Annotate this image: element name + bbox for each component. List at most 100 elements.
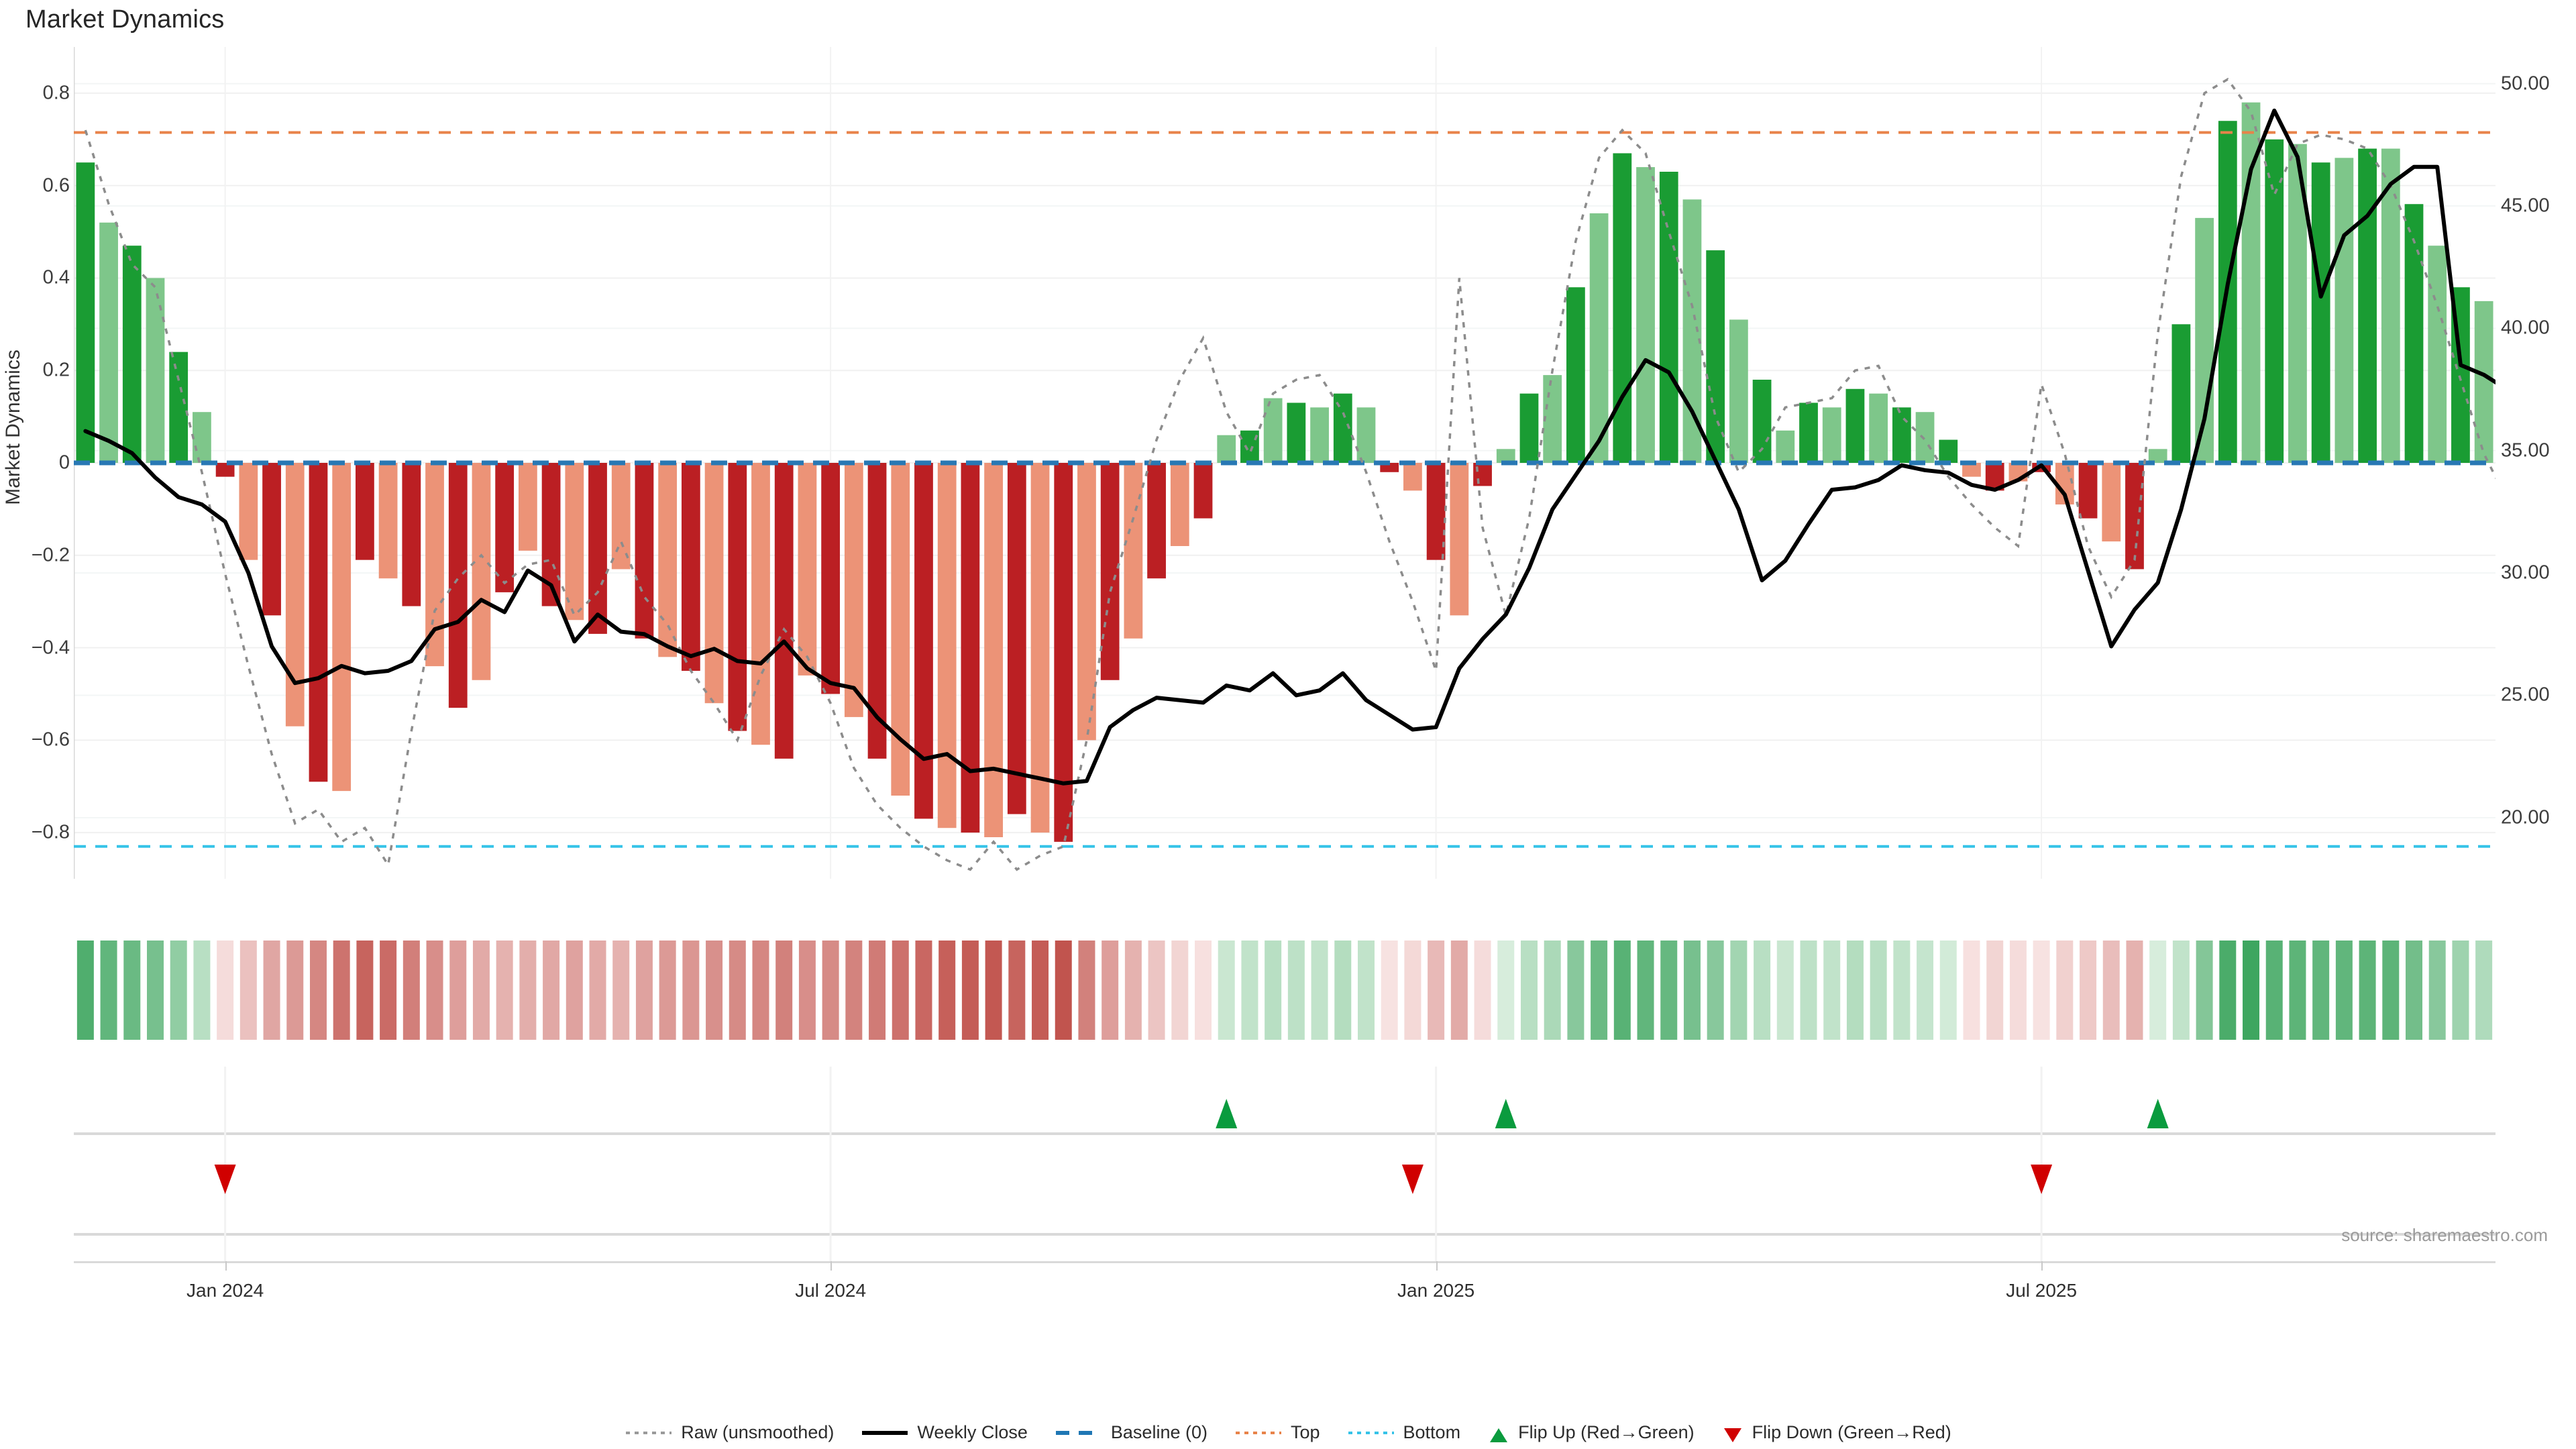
bar (1543, 375, 1562, 463)
strip-cell (333, 941, 350, 1040)
right-axis-tick: 40.00 (2501, 317, 2550, 339)
strip-cell (1450, 941, 1468, 1040)
bar (1100, 463, 1120, 680)
bar (2381, 148, 2400, 464)
bar (402, 463, 421, 606)
bar (821, 463, 841, 694)
strip-cell (1218, 941, 1235, 1040)
bar (937, 463, 957, 828)
strip-cell (217, 941, 234, 1040)
flip-up-marker[interactable] (2147, 1099, 2169, 1128)
strip-cell (1381, 941, 1398, 1040)
strip-cell (76, 941, 94, 1040)
bar (239, 463, 258, 560)
right-axis-ticks: 50.00 45.00 40.00 35.00 30.00 25.00 20.00 (2501, 47, 2575, 879)
bar (2078, 463, 2098, 519)
legend-label: Baseline (0) (1110, 1422, 1208, 1442)
strip-cell (1637, 941, 1654, 1040)
strip-cell (2359, 941, 2376, 1040)
strip-cell (635, 941, 653, 1040)
legend-item-raw-unsmoothed[interactable]: Raw (unsmoothed) (625, 1422, 834, 1443)
bar (169, 352, 189, 463)
strip-cell (1591, 941, 1608, 1040)
legend-item-weekly-close[interactable]: Weekly Close (861, 1422, 1028, 1443)
bar (565, 463, 584, 621)
strip-cell (543, 941, 560, 1040)
strip-cell (1986, 941, 2004, 1040)
strip-cell (519, 941, 537, 1040)
bar (356, 463, 374, 560)
bar (2125, 463, 2144, 570)
left-axis-tick: 0.6 (42, 174, 70, 197)
legend-item-flip-up[interactable]: Flip Up (Red→Green) (1487, 1422, 1695, 1443)
flip-down-marker[interactable] (2031, 1165, 2053, 1194)
strip-cell (100, 941, 117, 1040)
strip-cell (380, 941, 397, 1040)
strip-cell (309, 941, 327, 1040)
bar (1403, 463, 1422, 491)
strip-cell (1241, 941, 1258, 1040)
strip-cell (472, 941, 490, 1040)
strip-cell (1055, 941, 1072, 1040)
strip-cell (729, 941, 746, 1040)
left-axis-title: Market Dynamics (2, 350, 24, 505)
bar (193, 412, 211, 463)
strip-cell (752, 941, 769, 1040)
bar (1356, 407, 1376, 463)
strip-cell (659, 941, 676, 1040)
strip-cell (1287, 941, 1305, 1040)
strip-cell (938, 941, 956, 1040)
bar (658, 463, 678, 657)
legend-label: Flip Down (Green→Red) (1752, 1422, 1951, 1442)
bar (774, 463, 794, 759)
bar (1473, 463, 1492, 486)
strip-cell (1148, 941, 1165, 1040)
chart-legend: Raw (unsmoothed) Weekly Close Baseline (0)… (0, 1422, 2576, 1443)
bar (378, 463, 398, 579)
strip-cell (682, 941, 700, 1040)
legend-item-bottom[interactable]: Bottom (1347, 1422, 1460, 1443)
bar (2171, 324, 2191, 463)
bar (1659, 172, 1678, 463)
top-dotted-line-icon (1234, 1426, 1283, 1440)
bar (1939, 439, 1958, 463)
flip-up-marker[interactable] (1495, 1099, 1517, 1128)
legend-item-baseline-zero[interactable]: Baseline (0) (1055, 1422, 1208, 1443)
strip-cell (2056, 941, 2074, 1040)
bar (2404, 204, 2424, 463)
bar (914, 463, 933, 819)
left-axis-ticks: 0.8 0.6 0.4 0.2 0 −0.2 −0.4 −0.6 −0.8 (0, 47, 70, 879)
bar (588, 463, 607, 634)
flip-down-marker[interactable] (214, 1165, 236, 1194)
bar (76, 162, 95, 463)
bar (798, 463, 817, 676)
strip-cell (2312, 941, 2330, 1040)
strip-cell (193, 941, 211, 1040)
bar (518, 463, 537, 551)
left-axis-tick: −0.2 (31, 544, 70, 566)
strip-cell (1730, 941, 1748, 1040)
strip-cell (822, 941, 839, 1040)
strip-cell (2033, 941, 2050, 1040)
flip-up-triangle-icon (1487, 1426, 1510, 1442)
legend-item-flip-down[interactable]: Flip Down (Green→Red) (1721, 1422, 1951, 1443)
strip-cell (2265, 941, 2283, 1040)
strip-cell (1800, 941, 1817, 1040)
x-axis-tick-mark (1436, 1261, 1438, 1271)
flip-down-marker[interactable] (1401, 1165, 1424, 1194)
weekly-close-line (83, 108, 2496, 786)
legend-item-top[interactable]: Top (1234, 1422, 1320, 1443)
strip-cell (1171, 941, 1189, 1040)
x-axis-tick-label: Jan 2025 (1397, 1280, 1475, 1301)
strip-cell (1754, 941, 1771, 1040)
flip-up-marker[interactable] (1216, 1099, 1238, 1128)
strip-cell (1660, 941, 1678, 1040)
strip-cell (286, 941, 304, 1040)
right-axis-tick: 25.00 (2501, 684, 2550, 706)
x-axis-tick-mark (830, 1261, 833, 1271)
strip-cell (2149, 941, 2167, 1040)
bar (1636, 167, 1655, 463)
bar (1217, 435, 1236, 463)
left-axis-tick: −0.4 (31, 637, 70, 659)
x-axis-tick-mark (225, 1261, 227, 1271)
